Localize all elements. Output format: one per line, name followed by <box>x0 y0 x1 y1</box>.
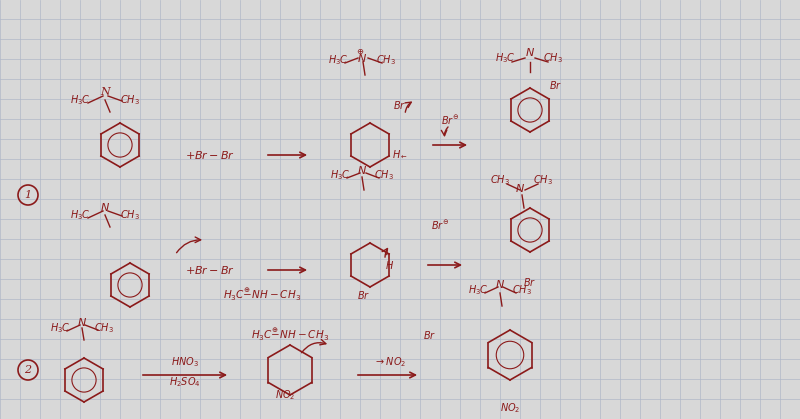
Text: $Br$: $Br$ <box>423 329 437 341</box>
Text: $+Br-Br$: $+Br-Br$ <box>185 264 235 276</box>
Text: $Br$: $Br$ <box>523 276 537 288</box>
Text: $H_3C$: $H_3C$ <box>468 283 488 297</box>
Text: $Br^{\ominus}$: $Br^{\ominus}$ <box>431 218 449 232</box>
Text: $CH_3$: $CH_3$ <box>94 321 114 335</box>
Text: $H_3C \overset{\oplus}{-} NH - CH_3$: $H_3C \overset{\oplus}{-} NH - CH_3$ <box>223 287 301 303</box>
Text: $N$: $N$ <box>100 201 110 213</box>
Text: $H_{\leftarrow}$: $H_{\leftarrow}$ <box>392 149 408 161</box>
Text: N: N <box>100 87 110 97</box>
Text: $H_3C \overset{\oplus}{-} NH - CH_3$: $H_3C \overset{\oplus}{-} NH - CH_3$ <box>251 327 329 343</box>
Text: $H$: $H$ <box>386 259 394 271</box>
Text: $CH_3$: $CH_3$ <box>490 173 510 187</box>
Text: $CH_3$: $CH_3$ <box>533 173 553 187</box>
Text: $NO_2$: $NO_2$ <box>500 401 520 415</box>
Text: $H_3C$: $H_3C$ <box>70 208 90 222</box>
Text: 2: 2 <box>25 365 31 375</box>
Text: $H_3C$: $H_3C$ <box>330 168 350 182</box>
Text: $H_2SO_4$: $H_2SO_4$ <box>169 375 201 389</box>
Text: $HNO_3$: $HNO_3$ <box>171 355 199 369</box>
Text: $Br^{\ominus}$: $Br^{\ominus}$ <box>441 114 459 127</box>
Text: $H_3C$: $H_3C$ <box>50 321 70 335</box>
Text: $\rightarrow NO_2$: $\rightarrow NO_2$ <box>374 355 406 369</box>
Text: $CH_3$: $CH_3$ <box>374 168 394 182</box>
Text: $CH_3$: $CH_3$ <box>512 283 532 297</box>
Text: $CH_3$: $CH_3$ <box>543 51 563 65</box>
Text: $N$: $N$ <box>357 164 367 176</box>
Text: $N$: $N$ <box>525 46 535 58</box>
Text: $H_3C$: $H_3C$ <box>70 93 90 107</box>
Text: $Br$: $Br$ <box>550 79 562 91</box>
Text: $N$: $N$ <box>495 278 505 290</box>
Text: $CH_3$: $CH_3$ <box>120 208 140 222</box>
Text: $+Br-Br$: $+Br-Br$ <box>185 149 235 161</box>
Text: $CH_3$: $CH_3$ <box>120 93 140 107</box>
Text: $N$: $N$ <box>77 316 87 328</box>
Text: 1: 1 <box>25 190 31 200</box>
Text: $NO_2$: $NO_2$ <box>274 388 295 402</box>
Text: $N$: $N$ <box>515 182 525 194</box>
Text: $H_3C$: $H_3C$ <box>328 53 348 67</box>
Text: $Br$: $Br$ <box>394 99 406 111</box>
Text: $H_3C$: $H_3C$ <box>494 51 515 65</box>
Text: $Br$: $Br$ <box>358 289 370 301</box>
Text: $N$: $N$ <box>357 52 367 64</box>
Text: $CH_3$: $CH_3$ <box>376 53 396 67</box>
Text: $\oplus$: $\oplus$ <box>356 47 364 57</box>
